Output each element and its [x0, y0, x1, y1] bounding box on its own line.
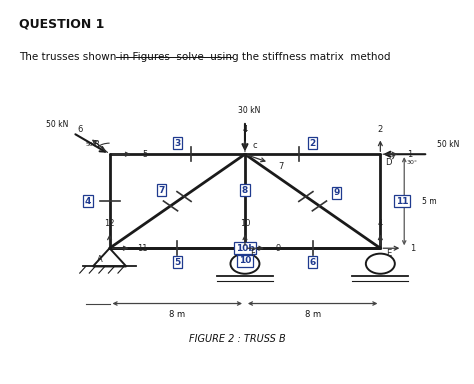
Text: 6: 6: [310, 258, 316, 266]
Text: FIGURE 2 : TRUSS B: FIGURE 2 : TRUSS B: [189, 334, 285, 344]
Text: B: B: [93, 140, 99, 149]
Text: 5: 5: [143, 150, 148, 159]
Text: D: D: [385, 158, 392, 167]
Text: 10b: 10b: [236, 244, 255, 253]
Text: 2: 2: [378, 125, 383, 134]
Text: 11: 11: [396, 197, 409, 206]
Text: 5 m: 5 m: [422, 197, 437, 206]
Text: 7: 7: [158, 185, 164, 195]
Text: 10: 10: [239, 256, 251, 265]
Text: F: F: [250, 249, 255, 258]
Text: 50 kN: 50 kN: [437, 140, 459, 149]
Text: 50°: 50°: [86, 142, 97, 147]
Text: 4: 4: [84, 197, 91, 206]
Text: 11: 11: [137, 244, 148, 253]
Text: 6: 6: [77, 125, 82, 134]
Text: 8 m: 8 m: [169, 310, 185, 319]
Text: c: c: [253, 141, 257, 151]
Text: 4: 4: [378, 219, 383, 228]
Text: QUESTION 1: QUESTION 1: [19, 17, 104, 30]
Text: 9: 9: [275, 244, 281, 253]
Text: 12: 12: [104, 219, 115, 228]
Text: 10: 10: [240, 219, 250, 228]
Text: E: E: [386, 249, 391, 258]
Text: 30 kN: 30 kN: [238, 106, 260, 115]
Text: 7: 7: [278, 162, 283, 171]
Text: 3: 3: [174, 139, 181, 148]
Text: 5: 5: [174, 258, 181, 266]
Text: A: A: [97, 255, 102, 264]
Text: 1: 1: [408, 150, 413, 159]
Text: 1: 1: [410, 244, 416, 253]
Text: The trusses shown in Figures  solve  using the stiffness matrix  method: The trusses shown in Figures solve using…: [19, 52, 391, 62]
Text: 4: 4: [242, 125, 247, 134]
Text: 2: 2: [310, 139, 316, 148]
Text: 30°: 30°: [406, 160, 417, 165]
Text: 8: 8: [242, 185, 248, 195]
Text: 8 m: 8 m: [305, 310, 321, 319]
Text: 50 kN: 50 kN: [46, 120, 68, 129]
Text: 9: 9: [333, 189, 340, 197]
